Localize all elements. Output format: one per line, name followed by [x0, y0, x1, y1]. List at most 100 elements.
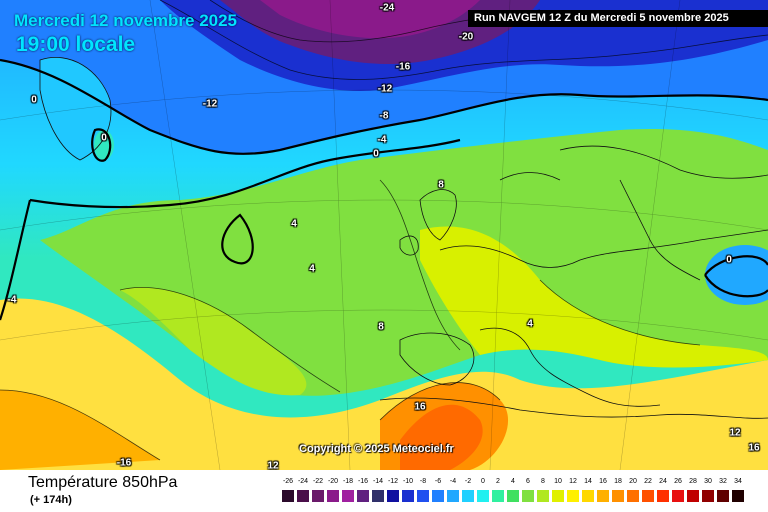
- isotherm-label: -16: [116, 457, 132, 469]
- forecast-date: Mercredi 12 novembre 2025: [14, 11, 238, 30]
- isotherm-label: -20: [458, 31, 474, 43]
- legend-swatch: [687, 490, 699, 502]
- legend-label: -6: [434, 478, 442, 485]
- isotherm-label: 0: [101, 132, 107, 144]
- yellow-green-west: [120, 287, 307, 396]
- legend-swatch: [342, 490, 354, 502]
- legend-swatch: [327, 490, 339, 502]
- forecast-local-time: 19:00 locale: [16, 33, 136, 56]
- isotherm-label: 16: [414, 401, 426, 413]
- legend-label: 2: [496, 478, 500, 485]
- legend-swatch: [312, 490, 324, 502]
- legend-swatch: [372, 490, 384, 502]
- legend-swatch: [717, 490, 729, 502]
- legend-swatch: [702, 490, 714, 502]
- map-canvas: [0, 0, 768, 470]
- isotherm-label: -12: [377, 83, 393, 95]
- legend-label: 4: [511, 478, 515, 485]
- legend-label: -20: [327, 478, 339, 485]
- legend-swatch: [447, 490, 459, 502]
- isotherm-label: -12: [202, 98, 218, 110]
- isotherm-label: -4: [377, 134, 387, 146]
- isotherm-label: 8: [378, 321, 384, 333]
- isotherm-label: -16: [395, 61, 411, 73]
- isotherm-label: 4: [527, 318, 533, 330]
- legend-swatch: [552, 490, 564, 502]
- legend-swatch: [627, 490, 639, 502]
- isotherm-label: -24: [379, 2, 395, 14]
- legend-label: 0: [481, 478, 485, 485]
- legend-swatch: [582, 490, 594, 502]
- legend-swatch: [462, 490, 474, 502]
- legend-label: 34: [734, 478, 742, 485]
- legend-label: 32: [719, 478, 727, 485]
- legend-swatch: [642, 490, 654, 502]
- legend-swatch: [597, 490, 609, 502]
- legend-label: -16: [357, 478, 369, 485]
- warm-band-orange-west: [0, 390, 160, 470]
- legend-swatch: [567, 490, 579, 502]
- legend-label: 14: [584, 478, 592, 485]
- legend-swatch: [387, 490, 399, 502]
- legend-swatch: [417, 490, 429, 502]
- isotherm-label: 0: [373, 148, 379, 160]
- legend-label: -10: [402, 478, 414, 485]
- legend-swatch: [612, 490, 624, 502]
- legend-label: -14: [372, 478, 384, 485]
- isotherm-label: 0: [726, 254, 732, 266]
- legend-swatch: [492, 490, 504, 502]
- legend-swatch: [732, 490, 744, 502]
- lat-lon-grid: [0, 0, 768, 470]
- legend-swatch: [672, 490, 684, 502]
- legend-swatch: [357, 490, 369, 502]
- legend-label: -8: [419, 478, 427, 485]
- legend-label: -12: [387, 478, 399, 485]
- legend-label: -26: [282, 478, 294, 485]
- legend-swatch: [402, 490, 414, 502]
- legend-swatch: [507, 490, 519, 502]
- legend-swatch: [477, 490, 489, 502]
- legend-label: 8: [541, 478, 545, 485]
- legend-swatch: [282, 490, 294, 502]
- legend-label: 28: [689, 478, 697, 485]
- legend-swatch: [537, 490, 549, 502]
- isotherm-label: -8: [379, 110, 389, 122]
- isotherm-label: 0: [31, 94, 37, 106]
- legend-label: 16: [599, 478, 607, 485]
- variable-title: Température 850hPa: [28, 474, 178, 491]
- legend-label: -24: [297, 478, 309, 485]
- legend-label: 6: [526, 478, 530, 485]
- copyright-notice: Copyright © 2025 Meteociel.fr: [299, 443, 454, 455]
- model-run-label: Run NAVGEM 12 Z du Mercredi 5 novembre 2…: [468, 10, 768, 27]
- legend-label: -18: [342, 478, 354, 485]
- legend-label: -22: [312, 478, 324, 485]
- temperature-map: Mercredi 12 novembre 2025 19:00 locale R…: [0, 0, 768, 470]
- legend-label: 24: [659, 478, 667, 485]
- legend-label: 20: [629, 478, 637, 485]
- legend-label: -2: [464, 478, 472, 485]
- legend-label: 30: [704, 478, 712, 485]
- legend-swatch: [657, 490, 669, 502]
- legend-label: 12: [569, 478, 577, 485]
- legend-swatch: [432, 490, 444, 502]
- forecast-lead-time: (+ 174h): [30, 494, 72, 506]
- isotherm-label: 12: [267, 460, 279, 471]
- legend-label: 10: [554, 478, 562, 485]
- legend-label: 18: [614, 478, 622, 485]
- legend-label: 22: [644, 478, 652, 485]
- legend-swatch: [297, 490, 309, 502]
- isotherm-label: 4: [309, 263, 315, 275]
- warm-band-yellow: [0, 298, 768, 470]
- legend-label: -4: [449, 478, 457, 485]
- isotherm-label: 16: [748, 442, 760, 454]
- isotherm-label: 12: [729, 427, 741, 439]
- isotherm-label: -4: [7, 294, 17, 306]
- legend-swatch: [522, 490, 534, 502]
- isotherm-zero: [0, 58, 768, 321]
- legend-label: 26: [674, 478, 682, 485]
- isotherm-label: 4: [291, 218, 297, 230]
- map-footer: Température 850hPa (+ 174h) -26 -24 -22 -20…: [0, 470, 768, 512]
- europe-yellow: [420, 226, 768, 368]
- isotherm-label: 8: [438, 179, 444, 191]
- hot-core: [400, 404, 483, 470]
